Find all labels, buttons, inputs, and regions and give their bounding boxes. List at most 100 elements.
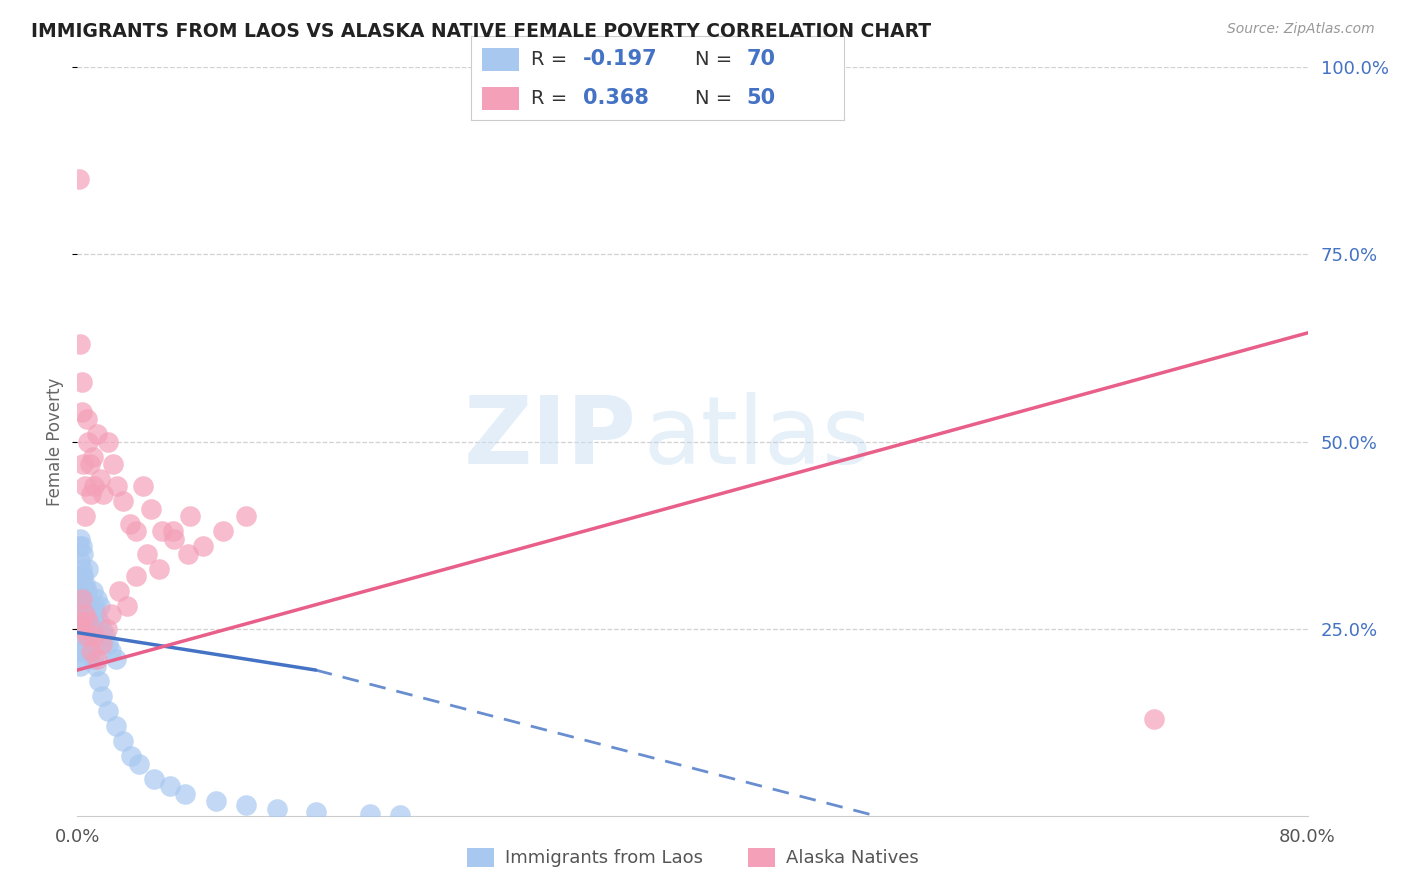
Point: [69, 337, 91, 351]
Point: [163, 532, 186, 546]
Point: [69, 629, 91, 643]
Point: [73, 479, 96, 493]
Point: [135, 547, 157, 561]
Point: [76, 584, 98, 599]
Point: [67, 622, 90, 636]
Point: [104, 719, 127, 733]
Point: [83, 599, 105, 614]
Point: [97, 704, 120, 718]
Text: 50: 50: [747, 88, 776, 109]
Point: [79, 457, 101, 471]
Point: [235, 509, 257, 524]
Point: [72, 457, 94, 471]
Point: [89, 599, 111, 614]
Text: N =: N =: [695, 50, 738, 69]
Point: [84, 659, 107, 673]
Point: [70, 569, 93, 583]
Point: [90, 690, 114, 704]
Point: [100, 644, 122, 658]
Point: [1143, 712, 1166, 726]
Point: [105, 479, 128, 493]
Point: [83, 629, 105, 643]
Point: [90, 637, 114, 651]
Point: [101, 457, 124, 471]
Point: [73, 607, 96, 621]
Point: [67, 540, 90, 554]
Point: [72, 622, 94, 636]
Point: [389, 807, 412, 822]
Point: [359, 806, 381, 821]
Point: [143, 772, 166, 786]
Point: [67, 172, 90, 186]
Point: [80, 644, 103, 658]
Point: [77, 615, 100, 629]
Point: [82, 652, 104, 666]
Point: [69, 584, 91, 599]
Point: [76, 412, 98, 426]
Point: [69, 554, 91, 568]
Point: [97, 637, 120, 651]
Point: [72, 622, 94, 636]
Point: [69, 615, 91, 629]
Point: [86, 652, 108, 666]
Point: [70, 615, 93, 629]
Text: 70: 70: [747, 49, 776, 70]
Point: [73, 637, 96, 651]
Point: [86, 591, 108, 606]
Text: N =: N =: [695, 89, 738, 108]
Point: [67, 644, 90, 658]
Point: [115, 599, 138, 614]
Text: atlas: atlas: [644, 392, 872, 483]
Point: [86, 427, 108, 442]
Point: [83, 622, 105, 636]
Point: [266, 802, 288, 816]
Point: [132, 479, 155, 493]
Point: [80, 487, 103, 501]
Point: [100, 607, 122, 621]
Point: [80, 644, 103, 658]
Point: [70, 591, 93, 606]
Point: [73, 584, 96, 599]
Point: [70, 591, 93, 606]
Point: [77, 562, 100, 576]
Point: [174, 787, 197, 801]
Text: R =: R =: [530, 89, 574, 108]
Point: [159, 779, 181, 793]
Point: [112, 494, 135, 508]
Point: [72, 652, 94, 666]
Text: IMMIGRANTS FROM LAOS VS ALASKA NATIVE FEMALE POVERTY CORRELATION CHART: IMMIGRANTS FROM LAOS VS ALASKA NATIVE FE…: [31, 22, 931, 41]
Point: [94, 629, 117, 643]
Point: [89, 472, 111, 486]
Point: [72, 599, 94, 614]
Point: [120, 749, 142, 764]
FancyBboxPatch shape: [482, 47, 519, 71]
Point: [87, 615, 110, 629]
Point: [96, 622, 118, 636]
Point: [70, 644, 93, 658]
Point: [70, 540, 93, 554]
Point: [112, 734, 135, 748]
Point: [177, 547, 200, 561]
Point: [108, 584, 131, 599]
Point: [82, 584, 104, 599]
Point: [73, 577, 96, 591]
Point: [212, 524, 235, 539]
Point: [148, 562, 170, 576]
Point: [82, 450, 104, 464]
Point: [125, 569, 148, 583]
Point: [141, 502, 163, 516]
Y-axis label: Female Poverty: Female Poverty: [46, 377, 65, 506]
Point: [77, 591, 100, 606]
Point: [73, 607, 96, 621]
Point: [150, 524, 173, 539]
Point: [76, 599, 98, 614]
Legend: Immigrants from Laos, Alaska Natives: Immigrants from Laos, Alaska Natives: [460, 841, 925, 874]
Point: [179, 509, 201, 524]
Point: [80, 607, 103, 621]
Point: [72, 569, 94, 583]
Point: [118, 516, 141, 531]
Point: [162, 524, 184, 539]
Point: [104, 652, 127, 666]
Point: [193, 540, 215, 554]
Point: [79, 599, 101, 614]
